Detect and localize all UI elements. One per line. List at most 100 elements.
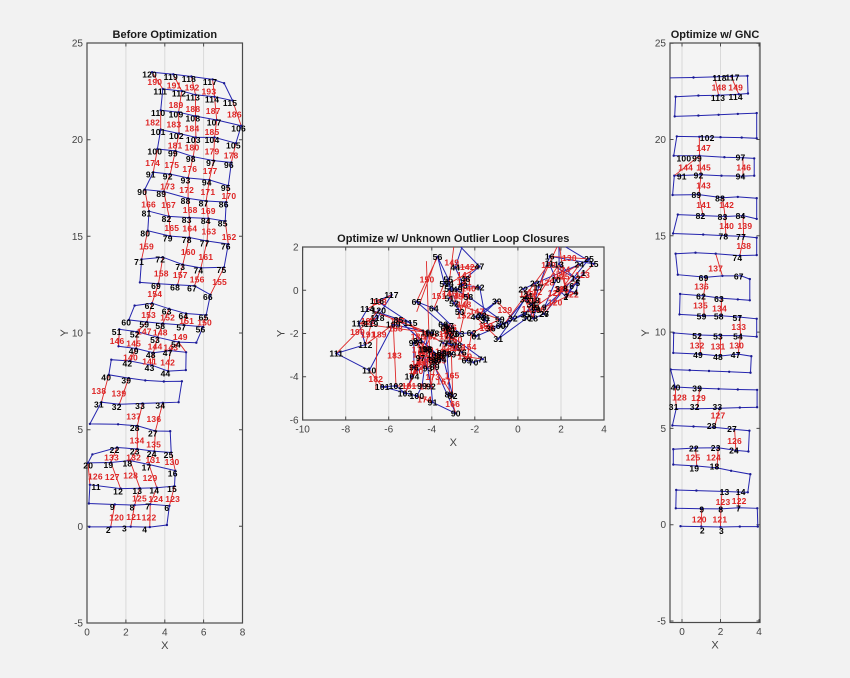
svg-text:110: 110 (362, 366, 376, 376)
svg-text:88: 88 (428, 356, 438, 366)
svg-text:0: 0 (293, 286, 299, 297)
svg-text:68: 68 (441, 324, 451, 334)
svg-text:145: 145 (449, 292, 464, 302)
svg-text:124: 124 (706, 453, 721, 463)
svg-text:99: 99 (417, 381, 427, 391)
svg-text:95: 95 (409, 338, 419, 348)
svg-text:183: 183 (387, 350, 402, 360)
svg-text:Y: Y (640, 329, 652, 337)
svg-text:124: 124 (556, 265, 571, 275)
svg-text:21: 21 (523, 291, 533, 301)
svg-text:150: 150 (197, 317, 212, 327)
svg-text:151: 151 (432, 291, 447, 301)
svg-text:121: 121 (713, 515, 728, 525)
svg-text:117: 117 (384, 290, 398, 300)
svg-text:99: 99 (168, 148, 178, 158)
svg-text:19: 19 (103, 460, 113, 470)
svg-text:1: 1 (581, 268, 586, 278)
svg-text:147: 147 (470, 307, 485, 317)
svg-text:141: 141 (457, 277, 472, 287)
svg-text:X: X (711, 640, 719, 652)
svg-text:169: 169 (432, 355, 447, 365)
svg-text:103: 103 (186, 135, 201, 145)
svg-text:147: 147 (696, 143, 711, 153)
svg-text:92: 92 (694, 170, 704, 180)
svg-text:Optimize w/ Unknown Outlier Lo: Optimize w/ Unknown Outlier Loop Closure… (337, 233, 569, 245)
svg-text:155: 155 (212, 277, 227, 287)
svg-text:9: 9 (542, 303, 547, 313)
svg-text:Before Optimization: Before Optimization (113, 29, 218, 41)
svg-text:130: 130 (165, 457, 180, 467)
svg-text:76: 76 (221, 242, 231, 252)
svg-text:120: 120 (371, 306, 386, 316)
svg-text:24: 24 (574, 260, 584, 270)
svg-text:139: 139 (498, 305, 513, 315)
svg-text:63: 63 (162, 306, 172, 316)
svg-text:162: 162 (222, 232, 237, 242)
svg-text:107: 107 (207, 118, 222, 128)
svg-text:135: 135 (146, 439, 161, 449)
svg-text:159: 159 (139, 242, 154, 252)
svg-text:102: 102 (700, 133, 715, 143)
svg-text:67: 67 (187, 283, 197, 293)
svg-text:153: 153 (478, 321, 493, 331)
svg-text:6: 6 (201, 628, 207, 639)
svg-text:84: 84 (437, 354, 447, 364)
svg-text:96: 96 (224, 160, 234, 170)
svg-text:81: 81 (142, 209, 152, 219)
svg-text:Y: Y (276, 329, 288, 337)
svg-text:140: 140 (461, 284, 476, 294)
svg-text:57: 57 (732, 313, 742, 323)
svg-text:60: 60 (121, 317, 131, 327)
svg-text:15: 15 (589, 259, 599, 269)
svg-text:75: 75 (444, 339, 454, 349)
svg-text:131: 131 (552, 271, 567, 281)
svg-text:110: 110 (151, 108, 165, 118)
svg-text:161: 161 (439, 331, 454, 341)
svg-text:69: 69 (151, 281, 161, 291)
svg-text:3: 3 (555, 284, 560, 294)
svg-text:127: 127 (711, 410, 726, 420)
svg-text:71: 71 (134, 257, 144, 267)
svg-text:60: 60 (496, 321, 506, 331)
svg-text:8: 8 (563, 284, 568, 294)
svg-text:186: 186 (227, 110, 242, 120)
svg-text:39: 39 (492, 297, 502, 307)
svg-text:133: 133 (522, 293, 537, 303)
svg-text:61: 61 (471, 331, 481, 341)
svg-text:25: 25 (164, 450, 174, 460)
svg-text:133: 133 (731, 322, 746, 332)
svg-text:175: 175 (419, 381, 434, 391)
svg-text:136: 136 (147, 414, 162, 424)
svg-text:128: 128 (123, 471, 138, 481)
svg-text:24: 24 (147, 449, 157, 459)
svg-text:88: 88 (181, 196, 191, 206)
svg-text:32: 32 (508, 314, 518, 324)
svg-text:27: 27 (539, 309, 549, 319)
svg-text:78: 78 (182, 235, 192, 245)
svg-text:109: 109 (386, 320, 401, 330)
svg-text:52: 52 (692, 331, 702, 341)
svg-text:99: 99 (692, 153, 702, 163)
svg-text:178: 178 (417, 356, 432, 366)
svg-text:167: 167 (436, 377, 451, 387)
svg-text:149: 149 (444, 257, 459, 267)
svg-text:108: 108 (425, 328, 440, 338)
svg-text:176: 176 (182, 164, 197, 174)
svg-text:173: 173 (425, 372, 440, 382)
svg-text:117: 117 (725, 72, 739, 82)
svg-text:-2: -2 (470, 425, 479, 436)
svg-text:56: 56 (196, 324, 206, 334)
svg-text:20: 20 (655, 135, 667, 146)
svg-text:118: 118 (370, 313, 384, 323)
svg-text:77: 77 (736, 232, 746, 242)
svg-text:X: X (450, 437, 458, 449)
svg-text:48: 48 (146, 350, 156, 360)
svg-text:181: 181 (402, 381, 417, 391)
svg-text:69: 69 (699, 273, 709, 283)
svg-text:171: 171 (201, 187, 216, 197)
svg-text:108: 108 (186, 114, 201, 124)
svg-text:102: 102 (389, 381, 404, 391)
svg-text:109: 109 (169, 110, 184, 120)
svg-text:101: 101 (375, 382, 390, 392)
